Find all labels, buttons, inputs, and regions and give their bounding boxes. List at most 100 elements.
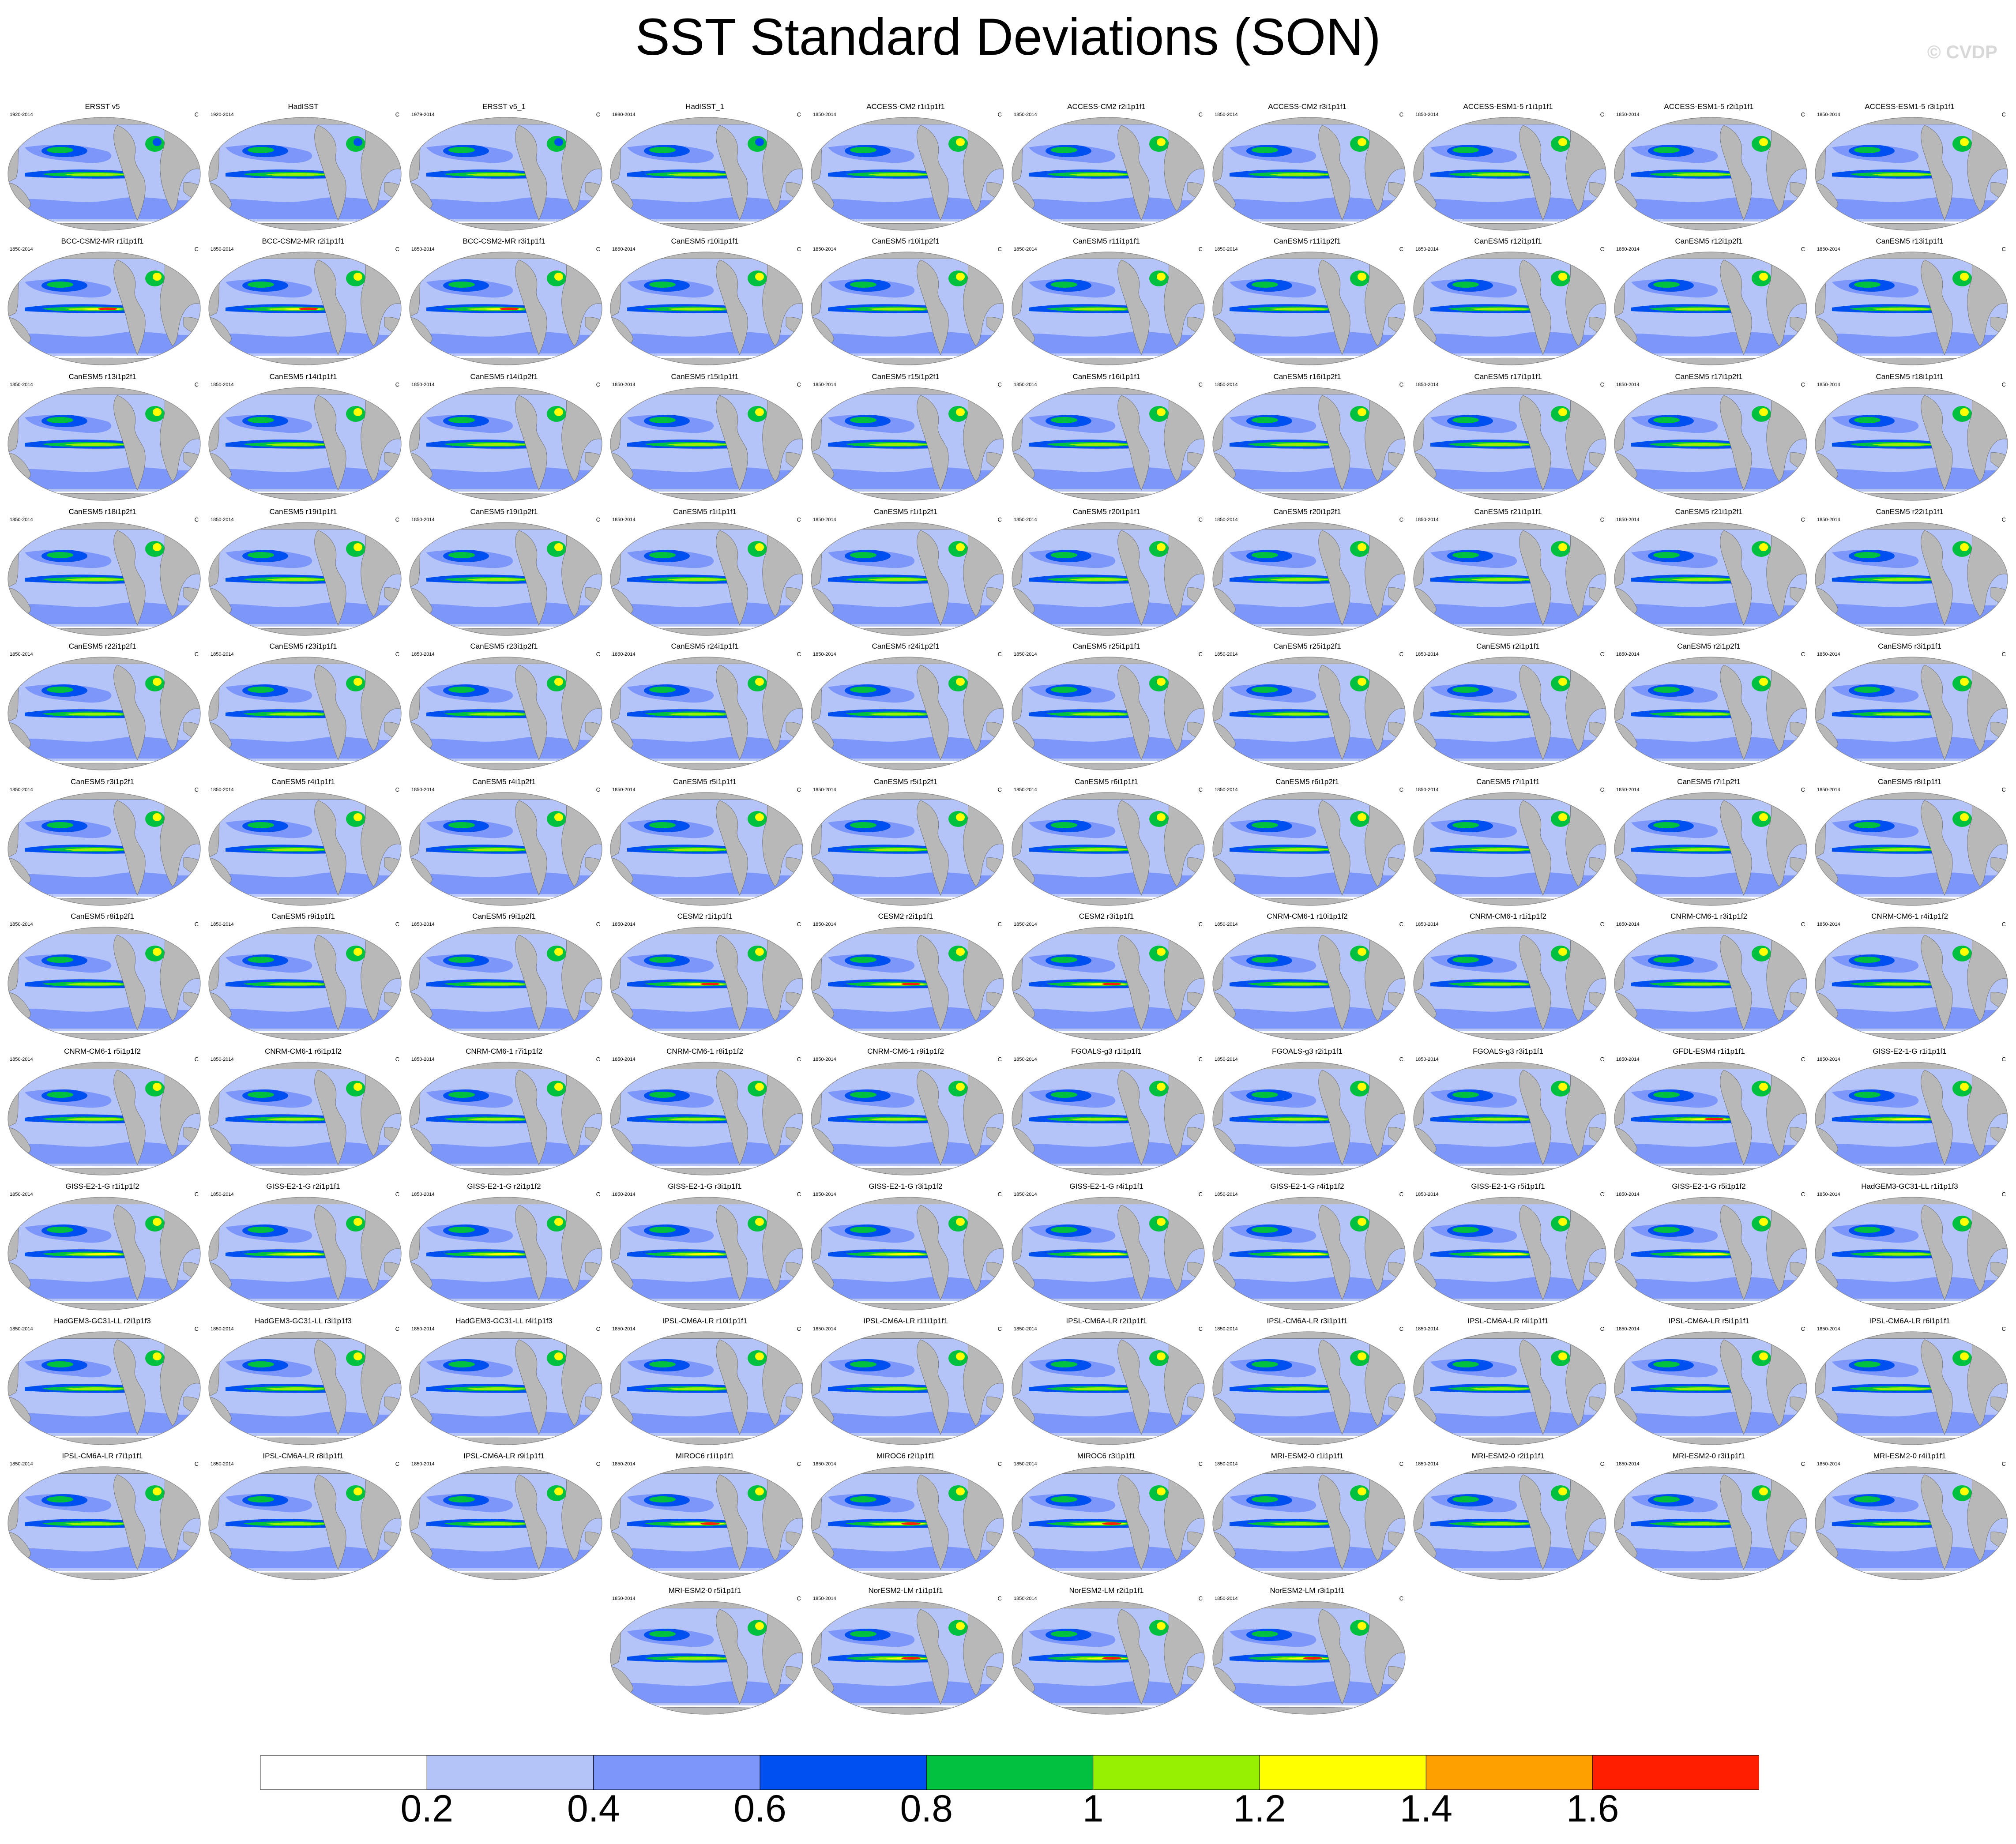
sst-map	[1212, 1062, 1406, 1176]
southern-band	[1614, 1277, 1807, 1299]
land-americas	[716, 800, 748, 896]
north-pacific-high	[448, 282, 475, 288]
map-outline	[1413, 927, 1606, 1040]
panel-unit: C	[596, 111, 600, 118]
map-panel: CanESM5 r19i1p2f1 1850-2014 C	[405, 507, 603, 643]
panel-years: 1850-2014	[1014, 517, 1037, 522]
land-americas	[1720, 1339, 1752, 1435]
north-pacific-high	[1252, 1361, 1278, 1367]
panel-unit: C	[1801, 1461, 1805, 1467]
panel-years: 1850-2014	[1215, 922, 1238, 927]
land-arctic	[410, 1197, 602, 1205]
land-antarctica	[410, 223, 602, 230]
north-atlantic-high	[354, 543, 362, 551]
panel-title: CNRM-CM6-1 r6i1p1f2	[265, 1047, 342, 1055]
enso-tongue-high	[1068, 713, 1129, 716]
panel-years: 1850-2014	[1215, 517, 1238, 522]
map-outline	[1012, 387, 1205, 501]
north-atlantic-high	[1157, 543, 1166, 551]
panel-title: IPSL-CM6A-LR r3i1p1f1	[1267, 1317, 1348, 1325]
sst-map	[208, 1062, 402, 1176]
map-outline	[1212, 1062, 1406, 1176]
colorbar-tick-label: 1.2	[1233, 1788, 1286, 1830]
sst-map	[409, 117, 602, 231]
land-arctic	[610, 117, 803, 125]
enso-tongue-max	[98, 308, 117, 310]
southern-band	[1012, 1277, 1204, 1299]
north-pacific-high	[1051, 147, 1077, 153]
north-pacific-high	[1452, 1361, 1479, 1367]
map-panel: IPSL-CM6A-LR r10i1p1f1 1850-2014 C	[606, 1316, 804, 1453]
map-outline	[811, 1062, 1004, 1176]
land-antarctica	[410, 493, 602, 500]
land-americas	[716, 125, 748, 221]
land-arctic	[1815, 252, 2008, 259]
enso-tongue-high	[1872, 173, 1933, 176]
map-outline	[8, 1331, 201, 1445]
enso-tongue-high	[466, 443, 527, 446]
north-atlantic-high	[554, 948, 563, 956]
panel-unit: C	[596, 921, 600, 928]
north-pacific-high	[1252, 417, 1278, 423]
north-atlantic-high	[1157, 273, 1166, 281]
sst-map	[8, 252, 201, 365]
panel-unit: C	[194, 1326, 199, 1332]
panel-title: CanESM5 r11i1p2f1	[1274, 237, 1341, 245]
map-outline	[1614, 657, 1807, 770]
southern-band	[8, 1142, 200, 1164]
land-antarctica	[610, 628, 803, 635]
sst-map	[208, 117, 402, 231]
panel-unit: C	[2001, 246, 2006, 252]
map-outline	[1212, 387, 1406, 501]
map-outline	[8, 522, 201, 636]
land-antarctica	[1213, 762, 1405, 770]
map-panel: ERSST v5 1920-2014 C	[4, 101, 201, 238]
enso-tongue-high	[64, 173, 125, 176]
panel-years: 1850-2014	[411, 1192, 435, 1197]
map-panel: CNRM-CM6-1 r9i1p1f2 1850-2014 C	[807, 1046, 1004, 1183]
land-americas	[1921, 1474, 1953, 1570]
land-americas	[1117, 935, 1150, 1031]
panel-title: CNRM-CM6-1 r8i1p1f2	[666, 1047, 743, 1055]
land-arctic	[209, 1062, 401, 1070]
panel-years: 1850-2014	[1817, 1326, 1840, 1332]
sst-map	[409, 1062, 602, 1176]
map-panel: CanESM5 r13i1p1f1 1850-2014 C	[1811, 236, 2008, 373]
map-outline	[1212, 252, 1406, 365]
map-outline	[208, 1331, 402, 1445]
sst-map	[610, 792, 803, 906]
land-antarctica	[811, 1707, 1004, 1714]
land-americas	[917, 259, 949, 356]
panel-title: CanESM5 r6i1p2f1	[1275, 777, 1339, 786]
panel-title: CanESM5 r14i1p1f1	[269, 372, 337, 381]
land-arctic	[610, 927, 803, 935]
colorbar-swatch	[926, 1755, 1094, 1790]
land-americas	[314, 665, 346, 761]
panel-years: 1850-2014	[411, 787, 435, 792]
panel-title: CanESM5 r9i1p1f1	[271, 912, 335, 920]
southern-band	[8, 197, 200, 219]
land-americas	[917, 935, 949, 1031]
land-americas	[1720, 800, 1752, 896]
map-outline	[409, 657, 602, 770]
land-antarctica	[1414, 1437, 1606, 1445]
enso-tongue-high	[1872, 983, 1933, 986]
southern-band	[1213, 331, 1405, 353]
enso-tongue-high	[868, 173, 929, 176]
enso-tongue-max	[1303, 1657, 1322, 1660]
map-outline	[1012, 927, 1205, 1040]
land-antarctica	[1414, 1303, 1606, 1310]
panel-years: 1850-2014	[411, 247, 435, 252]
southern-band	[1815, 197, 2008, 219]
map-panel: CanESM5 r2i1p2f1 1850-2014 C	[1610, 641, 1808, 778]
land-antarctica	[811, 493, 1004, 500]
map-panel: CanESM5 r14i1p2f1 1850-2014 C	[405, 372, 603, 508]
land-americas	[917, 1070, 949, 1166]
enso-tongue-high	[1068, 443, 1129, 446]
enso-tongue-high	[868, 578, 929, 581]
north-pacific-high	[1051, 1631, 1077, 1637]
panel-years: 1850-2014	[1014, 787, 1037, 792]
land-arctic	[1815, 1332, 2008, 1339]
land-antarctica	[610, 1303, 803, 1310]
north-atlantic-high	[1358, 138, 1366, 146]
